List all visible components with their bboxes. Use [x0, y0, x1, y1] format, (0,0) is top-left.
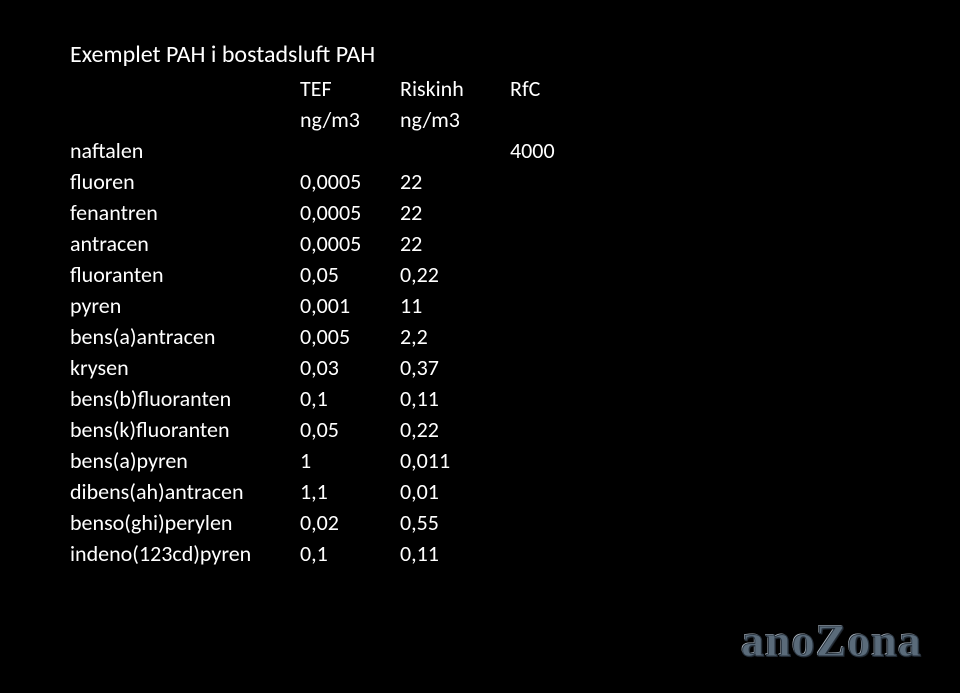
cell-rfc [510, 228, 590, 259]
cell-risk: 22 [400, 228, 510, 259]
table-row: bens(a)antracen0,0052,2 [70, 321, 590, 352]
cell-tef: 0,0005 [300, 197, 400, 228]
table-row: benso(ghi)perylen0,020,55 [70, 507, 590, 538]
cell-tef: 1 [300, 445, 400, 476]
cell-rfc [510, 321, 590, 352]
cell-rfc [510, 476, 590, 507]
cell-name: indeno(123cd)pyren [70, 538, 300, 569]
table-header-row: TEF Riskinh RfC [70, 73, 590, 104]
table-row: naftalen 4000 [70, 135, 590, 166]
cell-name: naftalen [70, 135, 300, 166]
table-row: fluoren0,000522 [70, 166, 590, 197]
cell-risk: 0,22 [400, 414, 510, 445]
header-tef: TEF [300, 73, 400, 104]
cell-name: fluoranten [70, 259, 300, 290]
cell-risk: 0,01 [400, 476, 510, 507]
cell-rfc: 4000 [510, 135, 590, 166]
table-row: bens(b)fluoranten0,10,11 [70, 383, 590, 414]
table-subheader-row: ng/m3 ng/m3 [70, 104, 590, 135]
cell-risk: 0,55 [400, 507, 510, 538]
cell-risk: 0,11 [400, 538, 510, 569]
cell-risk: 0,011 [400, 445, 510, 476]
cell-name: dibens(ah)antracen [70, 476, 300, 507]
table-row: indeno(123cd)pyren0,10,11 [70, 538, 590, 569]
cell-rfc [510, 538, 590, 569]
cell-rfc [510, 290, 590, 321]
cell-name: krysen [70, 352, 300, 383]
cell-rfc [510, 507, 590, 538]
cell-tef: 0,05 [300, 259, 400, 290]
cell-rfc [510, 352, 590, 383]
cell-name: bens(a)antracen [70, 321, 300, 352]
header-rfc: RfC [510, 73, 590, 104]
cell-risk: 22 [400, 166, 510, 197]
cell-tef: 0,0005 [300, 228, 400, 259]
cell-rfc [510, 383, 590, 414]
cell-risk: 22 [400, 197, 510, 228]
table-row: fluoranten0,050,22 [70, 259, 590, 290]
cell-name: antracen [70, 228, 300, 259]
cell-tef: 0,02 [300, 507, 400, 538]
header-name [70, 73, 300, 104]
table-row: bens(k)fluoranten0,050,22 [70, 414, 590, 445]
data-table: TEF Riskinh RfC ng/m3 ng/m3 naftalen 4000… [70, 73, 590, 569]
cell-tef [300, 135, 400, 166]
table-row: krysen0,030,37 [70, 352, 590, 383]
header-risk: Riskinh [400, 73, 510, 104]
cell-rfc [510, 259, 590, 290]
cell-name: fluoren [70, 166, 300, 197]
cell-rfc [510, 197, 590, 228]
cell-tef: 0,1 [300, 538, 400, 569]
cell-risk [400, 135, 510, 166]
cell-tef: 0,0005 [300, 166, 400, 197]
cell-name: fenantren [70, 197, 300, 228]
cell-tef: 0,1 [300, 383, 400, 414]
cell-name: benso(ghi)perylen [70, 507, 300, 538]
cell-name: bens(k)fluoranten [70, 414, 300, 445]
cell-rfc [510, 445, 590, 476]
cell-risk: 11 [400, 290, 510, 321]
cell-tef: 0,001 [300, 290, 400, 321]
cell-risk: 2,2 [400, 321, 510, 352]
cell-risk: 0,11 [400, 383, 510, 414]
cell-tef: 0,005 [300, 321, 400, 352]
cell-name: pyren [70, 290, 300, 321]
table-row: bens(a)pyren10,011 [70, 445, 590, 476]
cell-tef: 0,03 [300, 352, 400, 383]
subheader-tef: ng/m3 [300, 104, 400, 135]
table-row: fenantren0,000522 [70, 197, 590, 228]
subheader-rfc [510, 104, 590, 135]
table-row: antracen0,000522 [70, 228, 590, 259]
table-row: dibens(ah)antracen1,10,01 [70, 476, 590, 507]
cell-name: bens(a)pyren [70, 445, 300, 476]
slide-title: Exemplet PAH i bostadsluft PAH [70, 40, 890, 69]
cell-name: bens(b)fluoranten [70, 383, 300, 414]
cell-rfc [510, 166, 590, 197]
cell-risk: 0,22 [400, 259, 510, 290]
cell-risk: 0,37 [400, 352, 510, 383]
cell-tef: 1,1 [300, 476, 400, 507]
subheader-risk: ng/m3 [400, 104, 510, 135]
slide: Exemplet PAH i bostadsluft PAH TEF Riski… [0, 0, 960, 693]
subheader-name [70, 104, 300, 135]
cell-rfc [510, 414, 590, 445]
table-row: pyren0,00111 [70, 290, 590, 321]
brand-logo: anoZona [741, 614, 922, 667]
cell-tef: 0,05 [300, 414, 400, 445]
